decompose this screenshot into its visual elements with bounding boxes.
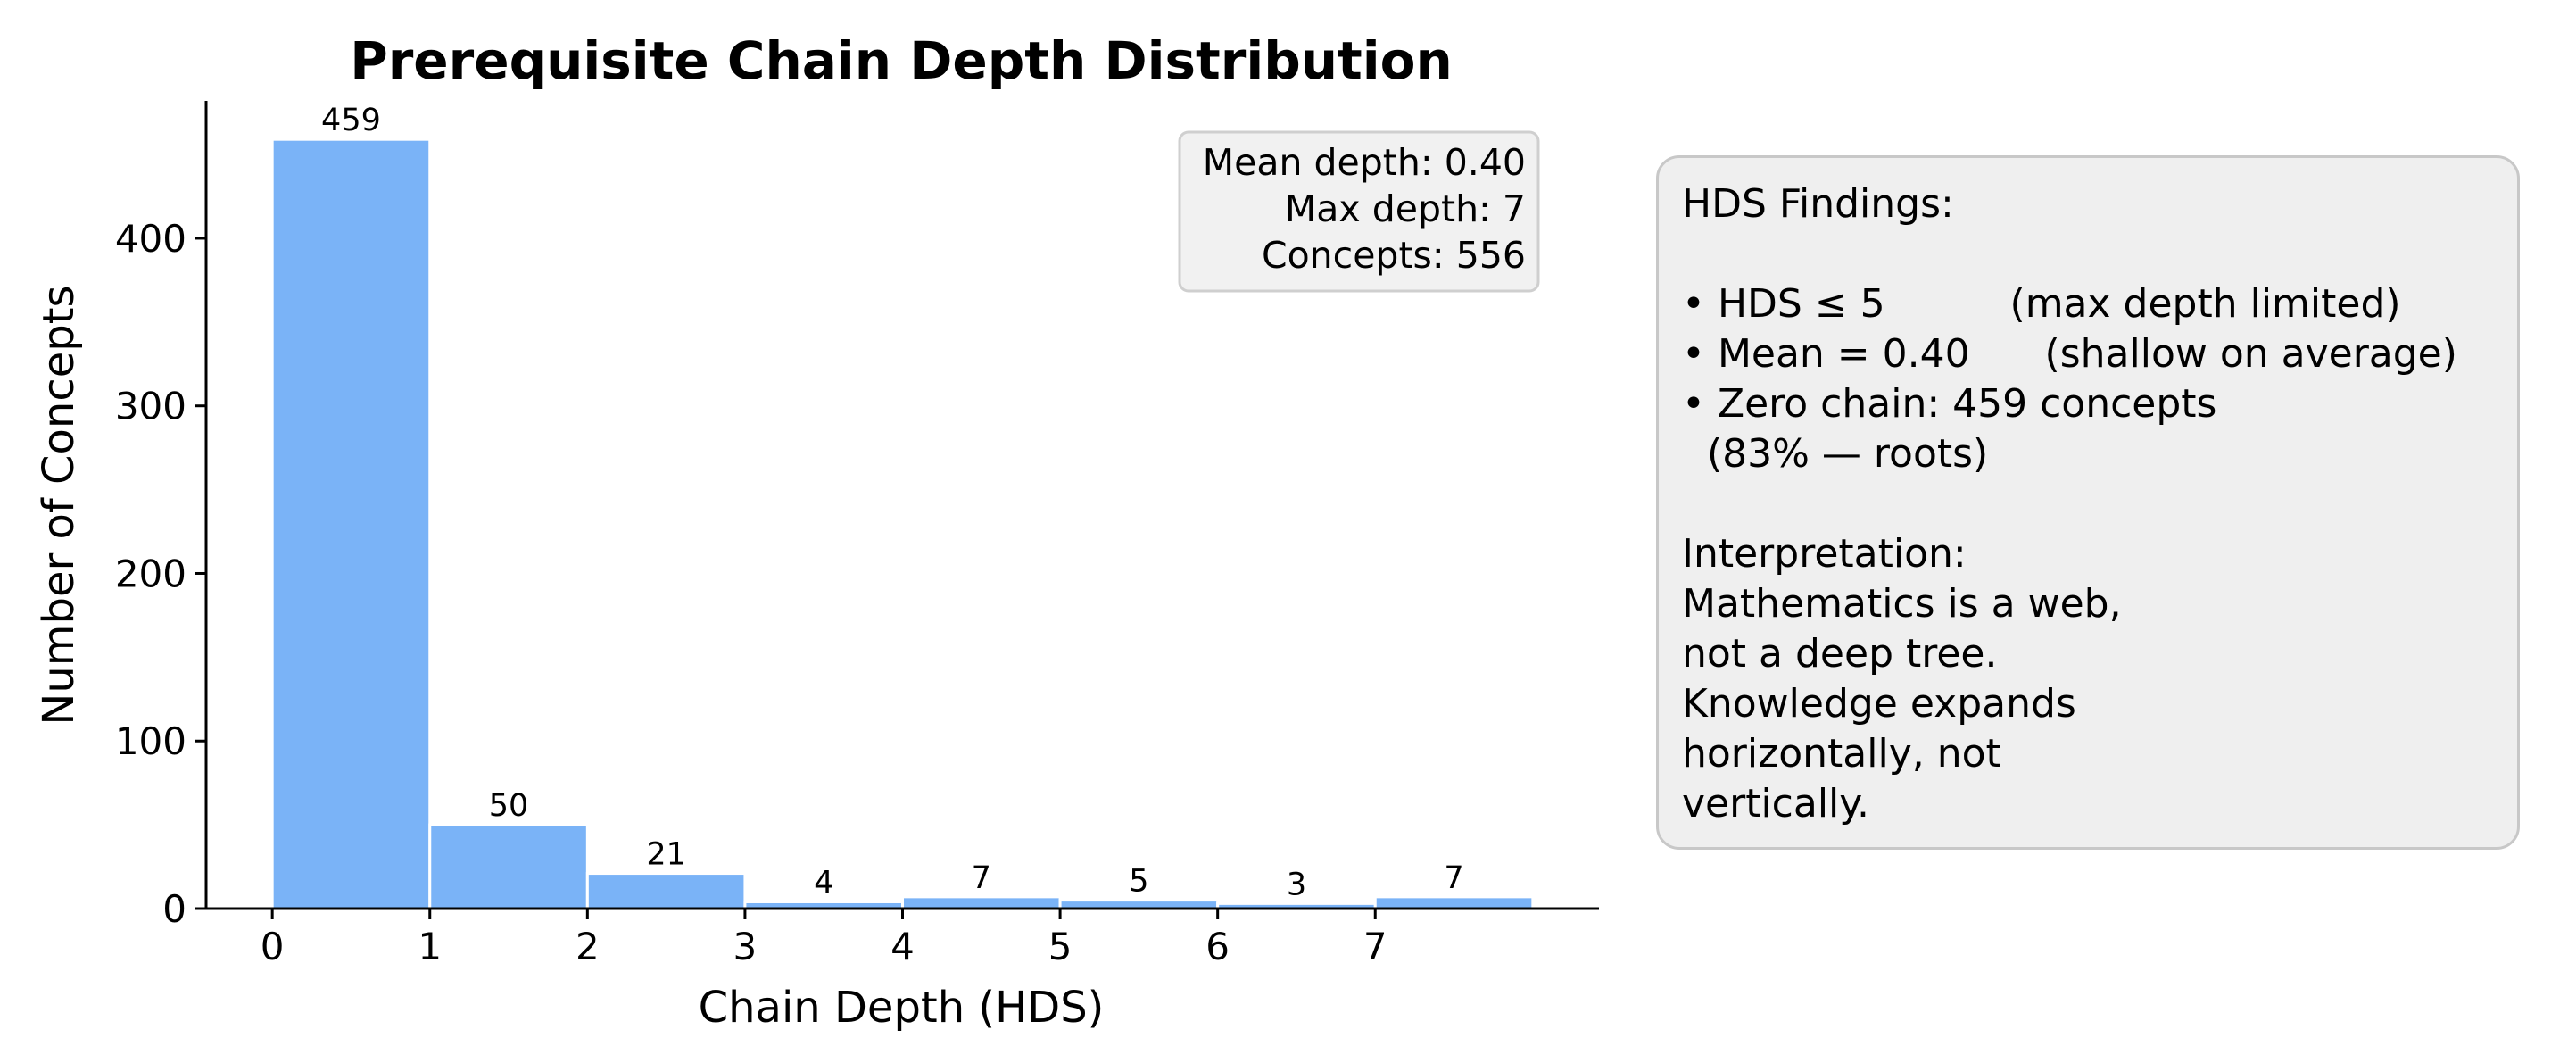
interpretation-line: Mathematics is a web, xyxy=(1682,581,2122,627)
bar-depth-4 xyxy=(901,895,1062,910)
interpretation-line: horizontally, not xyxy=(1682,731,2001,776)
y-tick-label: 0 xyxy=(162,887,186,931)
x-tick-label: 7 xyxy=(1363,925,1387,968)
interpretation-line: vertically. xyxy=(1682,781,1870,826)
bar-value-label: 459 xyxy=(321,103,381,138)
findings-bullet-hds: • HDS ≤ 5 (max depth limited) xyxy=(1682,281,2401,327)
bar-value-label: 21 xyxy=(646,837,686,873)
findings-bullet-mean: • Mean = 0.40 (shallow on average) xyxy=(1682,331,2457,377)
bar-value-label: 7 xyxy=(1444,860,1463,896)
bar-depth-0 xyxy=(270,137,432,910)
y-tick-label: 300 xyxy=(115,385,186,428)
x-tick-label: 2 xyxy=(576,925,600,968)
bar-depth-1 xyxy=(428,823,589,910)
bars-group xyxy=(270,137,1535,910)
bar-depth-2 xyxy=(585,872,747,910)
interpretation-line: not a deep tree. xyxy=(1682,631,1998,677)
x-tick-label: 1 xyxy=(418,925,442,968)
findings-panel: HDS Findings: • HDS ≤ 5 (max depth limit… xyxy=(1656,155,2520,850)
y-tick-label: 200 xyxy=(115,552,186,595)
bar-value-label: 4 xyxy=(814,865,833,901)
stats-max-depth: Max depth: 7 xyxy=(1285,187,1526,230)
findings-spacer xyxy=(1682,229,2496,279)
stats-mean-depth: Mean depth: 0.40 xyxy=(1203,141,1526,184)
x-tick-label: 5 xyxy=(1048,925,1073,968)
x-tick-label: 0 xyxy=(261,925,285,968)
findings-heading: HDS Findings: xyxy=(1682,181,1954,227)
findings-bullet-roots: (83% — roots) xyxy=(1682,431,1989,477)
interpretation-heading: Interpretation: xyxy=(1682,531,1967,577)
x-tick-label: 3 xyxy=(733,925,758,968)
y-tick-label: 100 xyxy=(115,719,186,763)
stats-box-background xyxy=(1178,130,1540,293)
bar-labels-group: 459 50 21 4 7 5 3 7 xyxy=(321,103,1464,902)
interpretation-line: Knowledge expands xyxy=(1682,681,2076,727)
x-ticks-group: 0 1 2 3 4 5 6 7 xyxy=(261,909,1387,968)
x-tick-label: 6 xyxy=(1205,925,1230,968)
x-axis-label: Chain Depth (HDS) xyxy=(699,983,1105,1033)
stats-concepts: Concepts: 556 xyxy=(1262,234,1526,277)
x-tick-label: 4 xyxy=(890,925,915,968)
bar-depth-7 xyxy=(1373,895,1535,910)
chart-title: Prerequisite Chain Depth Distribution xyxy=(350,30,1453,91)
bar-value-label: 50 xyxy=(489,788,529,824)
findings-bullet-zero-chain: • Zero chain: 459 concepts xyxy=(1682,381,2217,427)
findings-spacer xyxy=(1682,479,2496,529)
stats-box: Mean depth: 0.40 Max depth: 7 Concepts: … xyxy=(1178,130,1540,293)
bar-value-label: 3 xyxy=(1287,867,1306,902)
y-tick-label: 400 xyxy=(115,217,186,261)
y-axis-label: Number of Concepts xyxy=(34,285,84,725)
bar-value-label: 7 xyxy=(972,860,991,896)
bar-value-label: 5 xyxy=(1129,864,1148,900)
y-ticks-group: 0 100 200 300 400 xyxy=(115,217,206,931)
